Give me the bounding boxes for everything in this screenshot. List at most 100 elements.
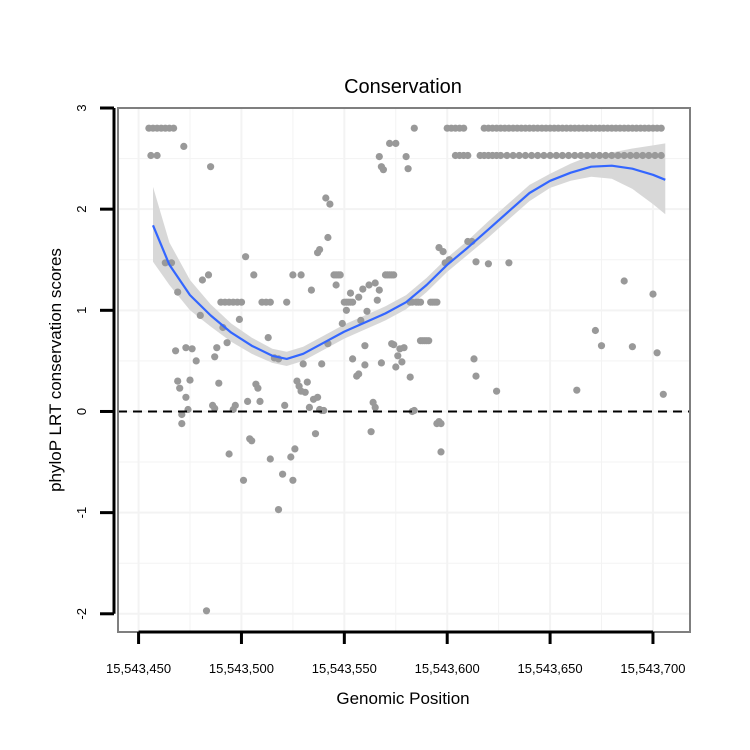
x-axis: 15,543,450 15,543,500 15,543,550 15,543,600… [106,630,686,676]
y-tick-label: -2 [74,608,89,620]
data-point [326,200,334,208]
data-point [178,410,186,419]
data-point [266,298,274,306]
data-point [307,286,315,294]
data-point [174,288,182,296]
data-point [211,353,219,361]
data-point [196,311,204,319]
data-point [472,258,480,266]
data-point [460,124,468,132]
data-point [316,246,324,254]
data-point [577,151,585,160]
data-point [367,428,375,436]
data-point [632,151,641,160]
data-point [608,151,616,160]
x-tick-label: 15,543,450 [106,661,171,676]
data-point [398,358,406,366]
data-point [503,151,511,160]
data-point [377,359,385,367]
smooth-trend-line [151,164,666,360]
data-point [591,326,600,335]
data-point [402,153,410,161]
data-point [390,341,398,349]
y-tick-label: 2 [74,206,89,213]
data-point [573,386,581,394]
data-point [346,289,355,297]
data-point [153,151,161,160]
data-point [207,163,215,171]
data-point [231,401,239,409]
data-point [375,286,383,294]
data-point [256,397,264,405]
data-point [509,151,517,160]
data-point [174,377,182,385]
data-point [301,388,309,396]
data-point [534,151,542,160]
data-point [357,316,365,324]
data-point [332,281,340,289]
data-point [363,307,371,315]
data-point [628,343,637,351]
data-point [649,290,657,298]
data-point [365,281,373,289]
data-point [211,404,219,412]
data-point [182,344,190,352]
data-point [439,248,447,256]
data-point [371,403,379,411]
data-point [386,139,394,147]
data-point [244,397,252,405]
data-point [204,271,213,279]
x-tick-label: 15,543,600 [415,661,480,676]
data-point [215,379,223,387]
y-tick-label: 0 [74,408,89,415]
y-axis-label: phyloP LRT conservation scores [46,248,65,492]
data-point [552,151,560,160]
data-point [180,142,188,150]
data-point [355,293,363,301]
x-axis-label: Genomic Position [336,689,469,708]
data-point [223,339,231,347]
data-point [274,506,283,514]
data-point [192,357,200,365]
data-point [281,401,289,409]
data-point [172,347,180,355]
data-point [620,277,628,285]
data-point [597,342,606,350]
data-point [521,151,530,160]
data-point [657,124,665,132]
data-point [497,151,505,160]
data-point [235,315,243,323]
y-tick-label: 3 [74,104,89,111]
data-point [322,194,330,202]
data-point [416,298,425,306]
data-point [406,373,414,381]
data-point [202,607,211,615]
data-point [198,276,206,284]
data-point [219,323,227,332]
data-point [305,403,313,411]
data-point [361,342,369,350]
data-point [484,260,492,268]
data-point [493,387,501,395]
data-point [266,455,274,463]
data-point [546,151,554,160]
data-point [589,151,597,160]
data-point [147,151,155,160]
x-tick-label: 15,543,550 [312,661,377,676]
data-point [342,306,350,314]
data-point [248,437,256,445]
data-point [515,151,523,160]
data-point [410,406,418,415]
data-point [400,344,408,352]
data-point [213,344,221,352]
data-point [528,151,536,160]
data-point [237,298,246,306]
y-tick-label: 1 [74,307,89,314]
data-point [565,151,573,160]
data-point [659,390,667,398]
data-point [425,337,433,345]
data-point [392,139,400,147]
data-point [620,151,628,160]
data-point [188,345,196,353]
